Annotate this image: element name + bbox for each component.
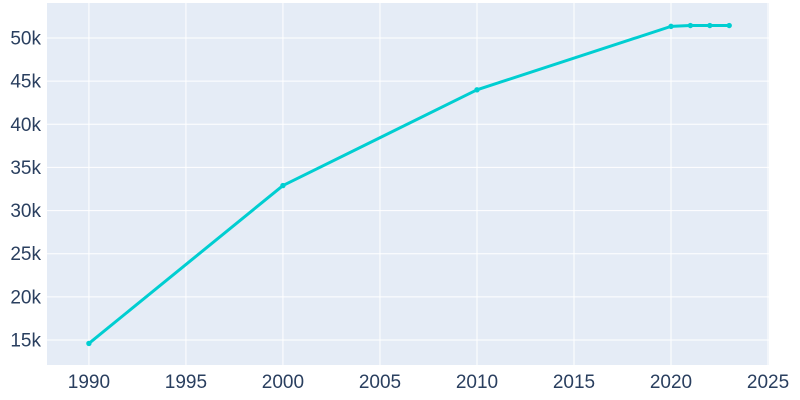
y-tick-label: 50k bbox=[10, 29, 41, 50]
x-tick-label: 1995 bbox=[165, 372, 207, 393]
data-point-marker bbox=[474, 87, 480, 93]
data-point-marker bbox=[687, 22, 694, 29]
data-point-marker bbox=[86, 340, 92, 347]
x-tick-label: 1990 bbox=[68, 372, 110, 393]
y-tick-label: 15k bbox=[10, 330, 41, 351]
x-tick-label: 2025 bbox=[747, 372, 789, 393]
y-tick-label: 35k bbox=[10, 158, 41, 179]
y-tick-label: 30k bbox=[10, 201, 41, 222]
data-point-marker bbox=[668, 23, 674, 30]
y-tick-label: 20k bbox=[10, 287, 41, 308]
data-point-marker bbox=[707, 22, 713, 29]
x-tick-label: 2010 bbox=[456, 372, 498, 393]
y-tick-label: 45k bbox=[10, 72, 41, 93]
y-tick-label: 40k bbox=[10, 115, 41, 136]
x-tick-label: 2015 bbox=[553, 372, 595, 393]
data-point-marker bbox=[726, 22, 732, 29]
plot-area bbox=[47, 3, 769, 365]
x-tick-label: 2000 bbox=[262, 372, 304, 393]
data-point-marker bbox=[280, 182, 286, 189]
x-tick-label: 2005 bbox=[359, 372, 401, 393]
x-tick-label: 2020 bbox=[650, 372, 692, 393]
y-tick-label: 25k bbox=[10, 244, 41, 265]
